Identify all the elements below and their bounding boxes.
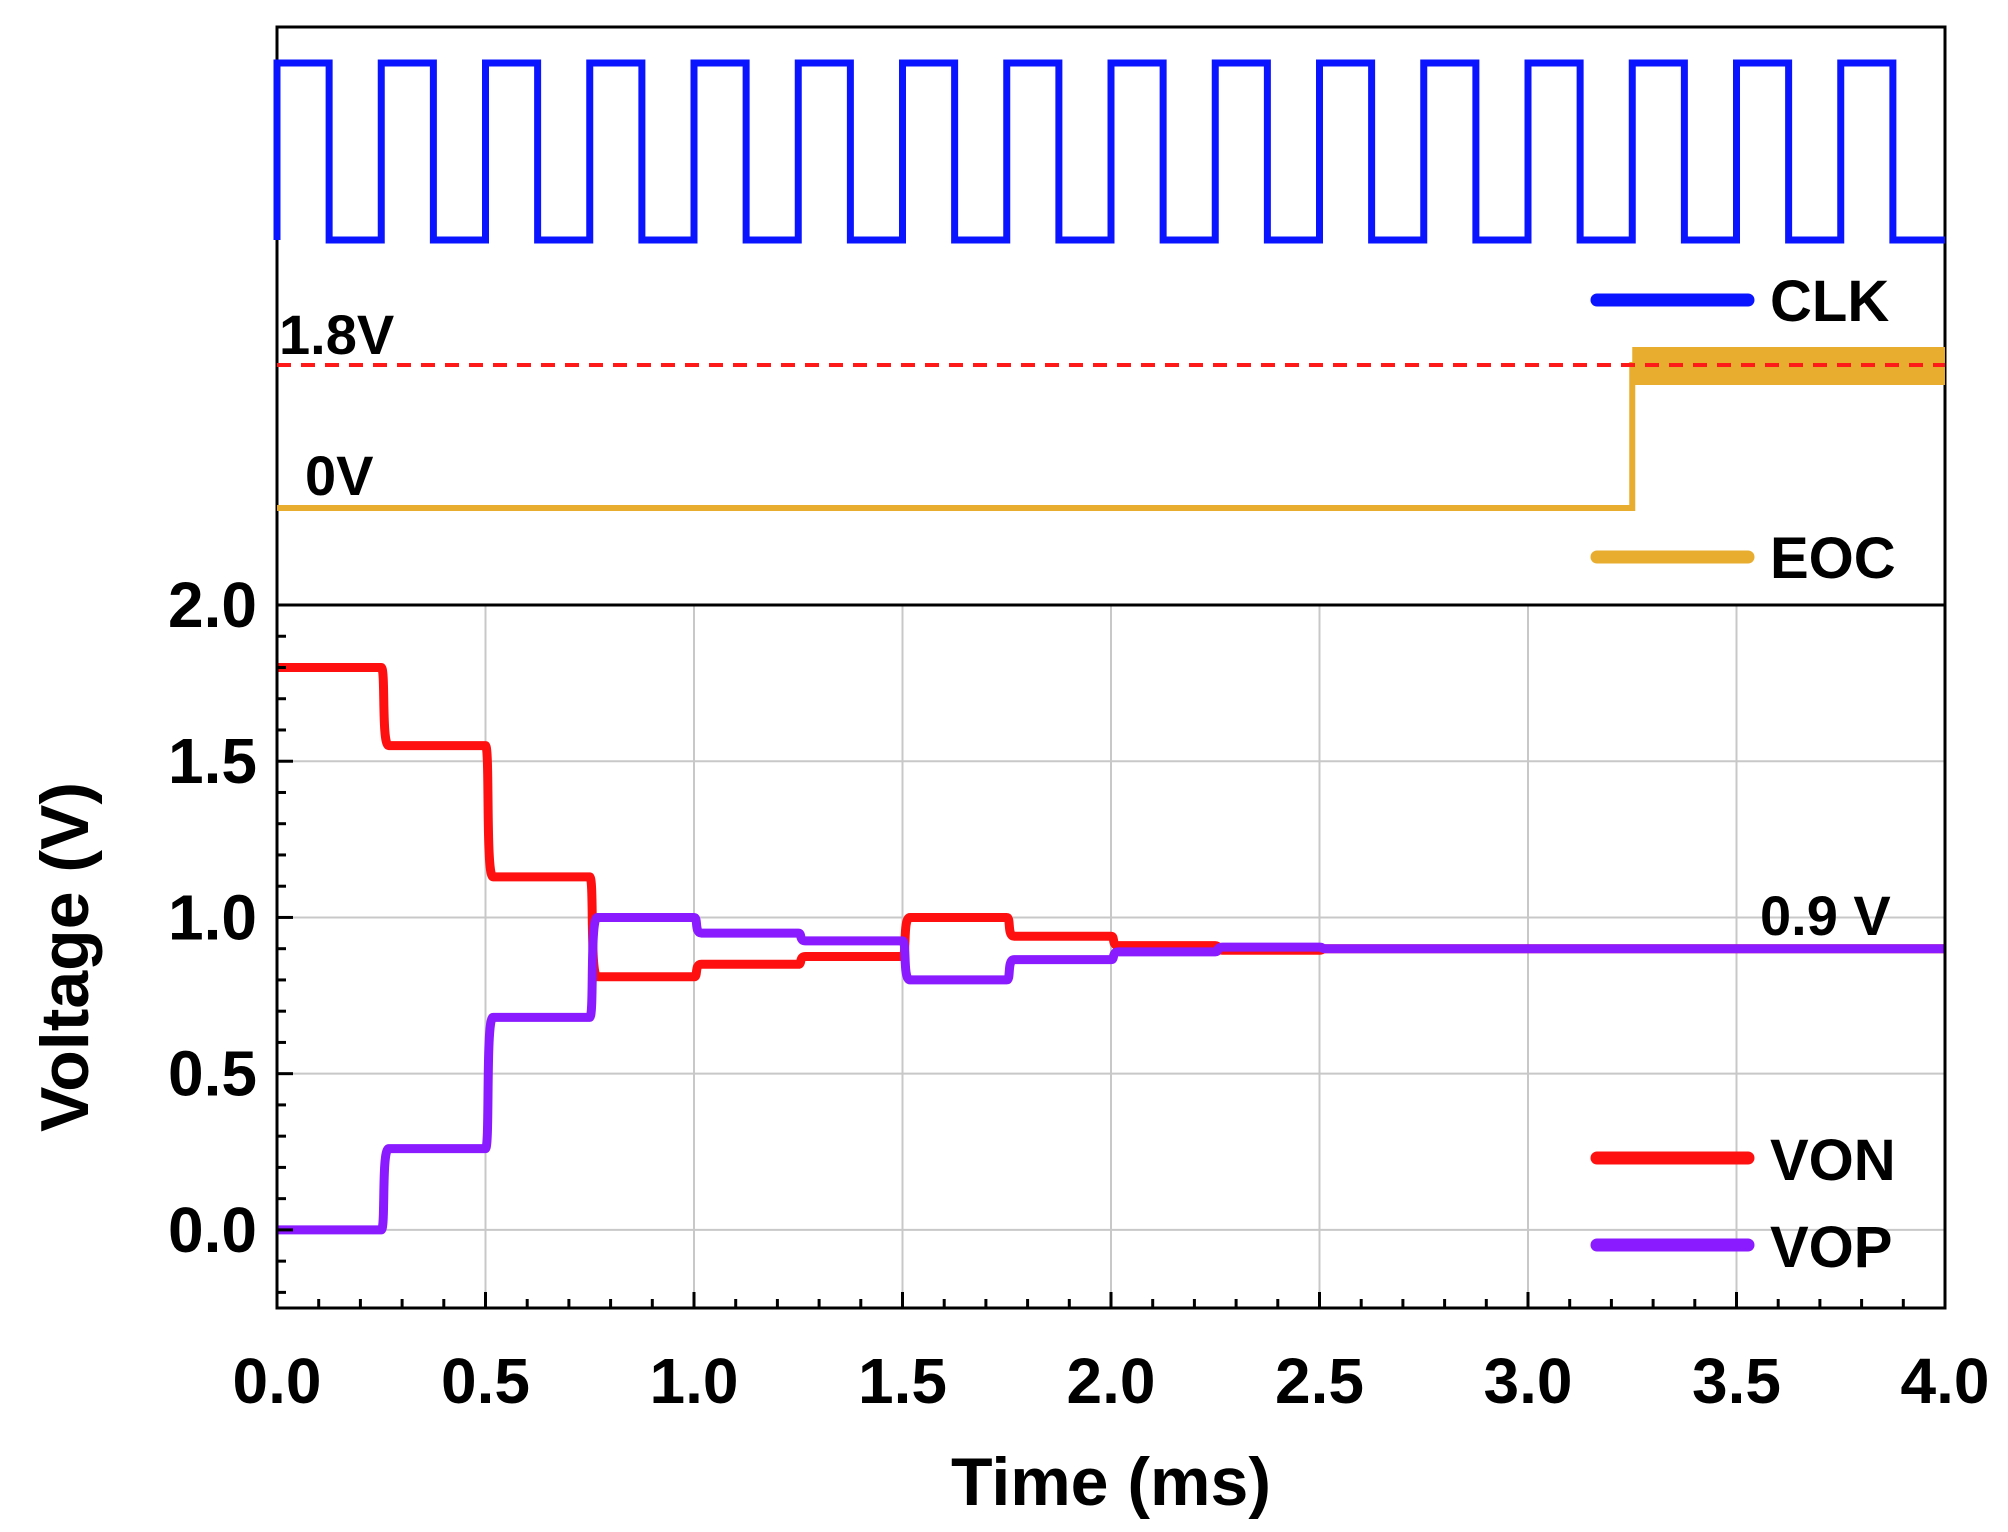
- y-tick-label: 0.0: [168, 1194, 257, 1266]
- y-tick-label: 2.0: [168, 569, 257, 641]
- axis-ticks: 0.0 0.5 1.0 1.5 2.0 2.5 3.0 3.5 4.0 0.0 0.5 1.0 1.5 2…: [168, 569, 1989, 1417]
- final-value-label: 0.9 V: [1760, 884, 1891, 947]
- series-line-vop: [277, 912, 1945, 1235]
- x-tick-label: 2.0: [1067, 1345, 1156, 1417]
- clk-waveform: [273, 59, 1945, 244]
- eoc-waveform-group: [277, 347, 1945, 511]
- y-axis-title: Voltage (V): [27, 782, 103, 1132]
- low-level-label: 0V: [305, 444, 374, 507]
- series-lines: [277, 662, 1945, 1235]
- clk-waveform-group: [273, 59, 1945, 244]
- y-tick-label: 0.5: [168, 1038, 257, 1110]
- x-tick-label: 2.5: [1275, 1345, 1364, 1417]
- bottom-panel: 0.0 0.5 1.0 1.5 2.0 2.5 3.0 3.5 4.0 0.0 0.5 1.0 1.5 2…: [27, 569, 1989, 1520]
- x-tick-label: 1.0: [650, 1345, 739, 1417]
- high-level-label: 1.8V: [279, 303, 394, 366]
- legend-von-label: VON: [1770, 1128, 1896, 1193]
- x-tick-label: 4.0: [1901, 1345, 1990, 1417]
- x-tick-label: 1.5: [858, 1345, 947, 1417]
- y-tick-label: 1.5: [168, 725, 257, 797]
- legend-vop-label: VOP: [1770, 1215, 1893, 1280]
- legend-eoc-label: EOC: [1770, 526, 1896, 591]
- x-tick-label: 3.0: [1484, 1345, 1573, 1417]
- x-axis-title: Time (ms): [951, 1444, 1271, 1520]
- x-tick-label: 0.0: [233, 1345, 322, 1417]
- y-tick-label: 1.0: [168, 881, 257, 953]
- legend-clk-label: CLK: [1770, 269, 1889, 334]
- x-tick-label: 3.5: [1692, 1345, 1781, 1417]
- top-panel: 1.8V 0V CLK EOC: [273, 25, 1947, 607]
- eoc-waveform: [277, 362, 1945, 511]
- x-tick-label: 0.5: [441, 1345, 530, 1417]
